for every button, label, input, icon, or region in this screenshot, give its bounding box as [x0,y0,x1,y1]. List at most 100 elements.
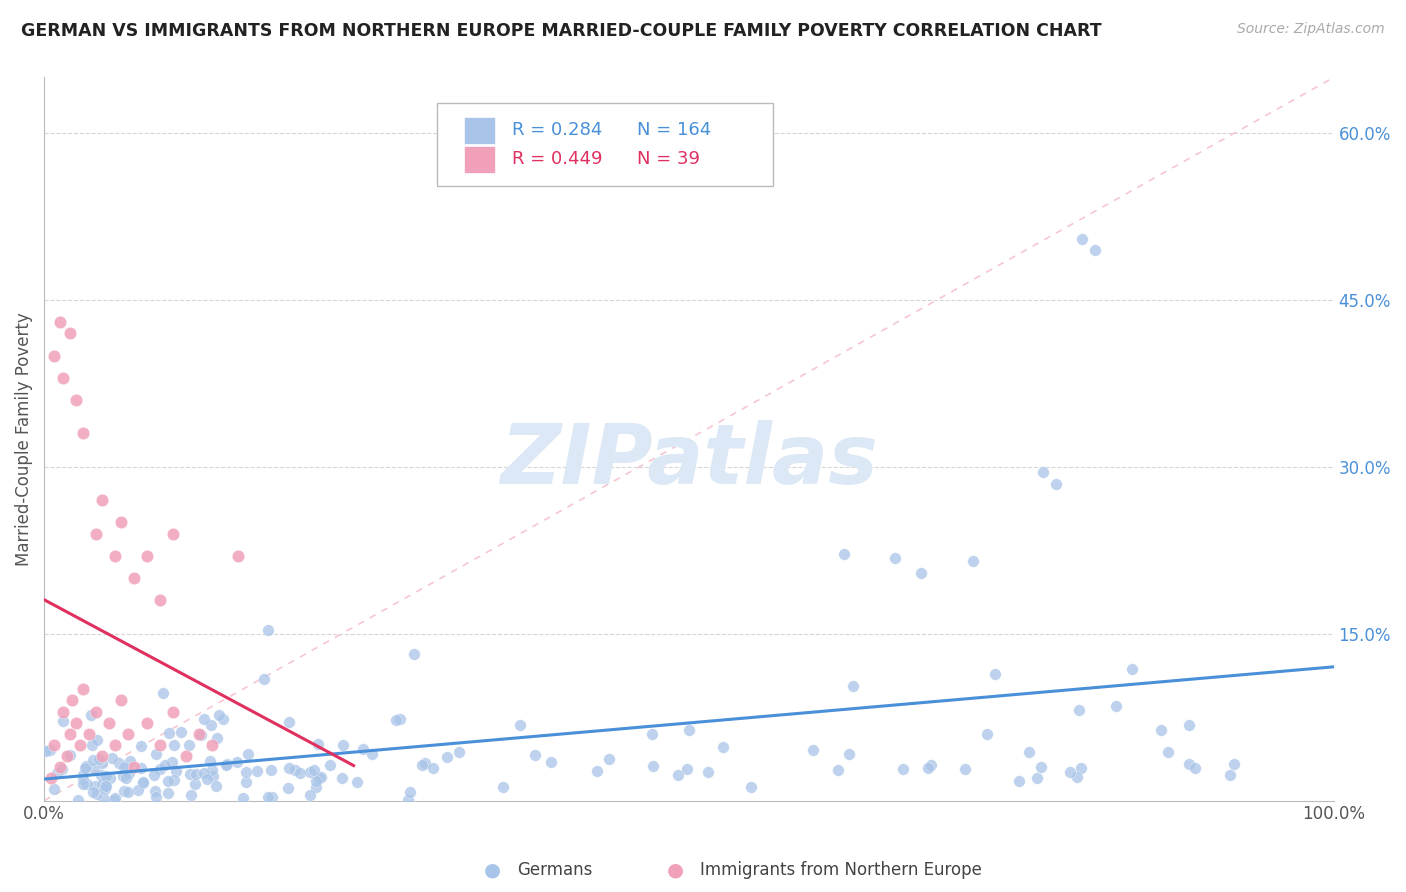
Point [44,349,66,363]
Point [124,571,146,585]
Point [524,747,547,762]
Point [215,757,238,772]
Point [917,761,939,775]
Point [190,728,212,742]
Point [284,764,307,778]
Point [976,727,998,741]
Point [838,747,860,761]
Point [142,768,165,782]
Text: Immigrants from Northern Europe: Immigrants from Northern Europe [700,861,981,879]
Point [110,516,132,530]
Point [149,762,172,776]
Point [411,757,433,772]
Point [100,750,122,764]
Point [65,715,87,730]
Point [118,754,141,768]
Point [308,771,330,785]
Point [211,713,233,727]
Point [72,768,94,782]
Point [641,727,664,741]
Point [91,493,114,508]
Point [256,624,278,638]
Point [143,784,166,798]
Point [59,326,82,341]
Point [962,554,984,568]
Point [84,526,107,541]
Point [77,727,100,741]
Point [305,780,328,794]
Point [361,747,384,761]
Text: R = 0.284: R = 0.284 [512,121,603,139]
Point [236,747,259,762]
Point [91,749,114,764]
Point [145,747,167,761]
Point [398,785,420,799]
Point [841,679,863,693]
Point [208,708,231,723]
Point [75,759,97,773]
Point [59,747,82,762]
Point [193,766,215,780]
Point [72,777,94,791]
Point [388,712,411,726]
Point [184,777,207,791]
Point [66,793,89,807]
Point [1177,718,1199,732]
Point [277,714,299,729]
Point [509,718,531,732]
Point [884,551,907,566]
Point [302,763,325,777]
Point [352,741,374,756]
Point [1008,774,1031,789]
Point [332,771,354,785]
Point [94,779,117,793]
Point [910,566,932,580]
Point [215,757,238,772]
Point [195,772,218,786]
Point [76,777,98,791]
Point [51,762,73,776]
Point [72,426,94,441]
Point [38,742,60,756]
Point [52,371,75,385]
Point [136,715,159,730]
Point [832,547,855,561]
Point [112,784,135,798]
Point [1026,772,1049,786]
Point [44,738,66,752]
Point [586,764,609,778]
Point [72,772,94,787]
Point [98,771,121,785]
Point [90,768,112,782]
Point [235,765,257,780]
Point [157,726,180,740]
Point [187,727,209,741]
Point [205,779,228,793]
Point [184,767,207,781]
Point [179,766,201,780]
Point [676,762,699,776]
Point [180,788,202,802]
Point [93,792,115,806]
Point [96,780,118,794]
Point [162,705,184,719]
Point [117,785,139,799]
Point [108,756,131,771]
Point [104,549,127,563]
Point [920,758,942,772]
Point [42,782,65,797]
Point [46,766,69,780]
Point [198,754,221,768]
Point [1059,764,1081,779]
Point [202,769,225,783]
Point [1150,723,1173,738]
Point [201,738,224,752]
Point [384,714,406,728]
Point [179,739,201,753]
Point [152,686,174,700]
Point [1069,703,1091,717]
Point [124,760,146,774]
Point [65,393,87,408]
Point [598,752,620,766]
Text: N = 39: N = 39 [637,150,700,169]
